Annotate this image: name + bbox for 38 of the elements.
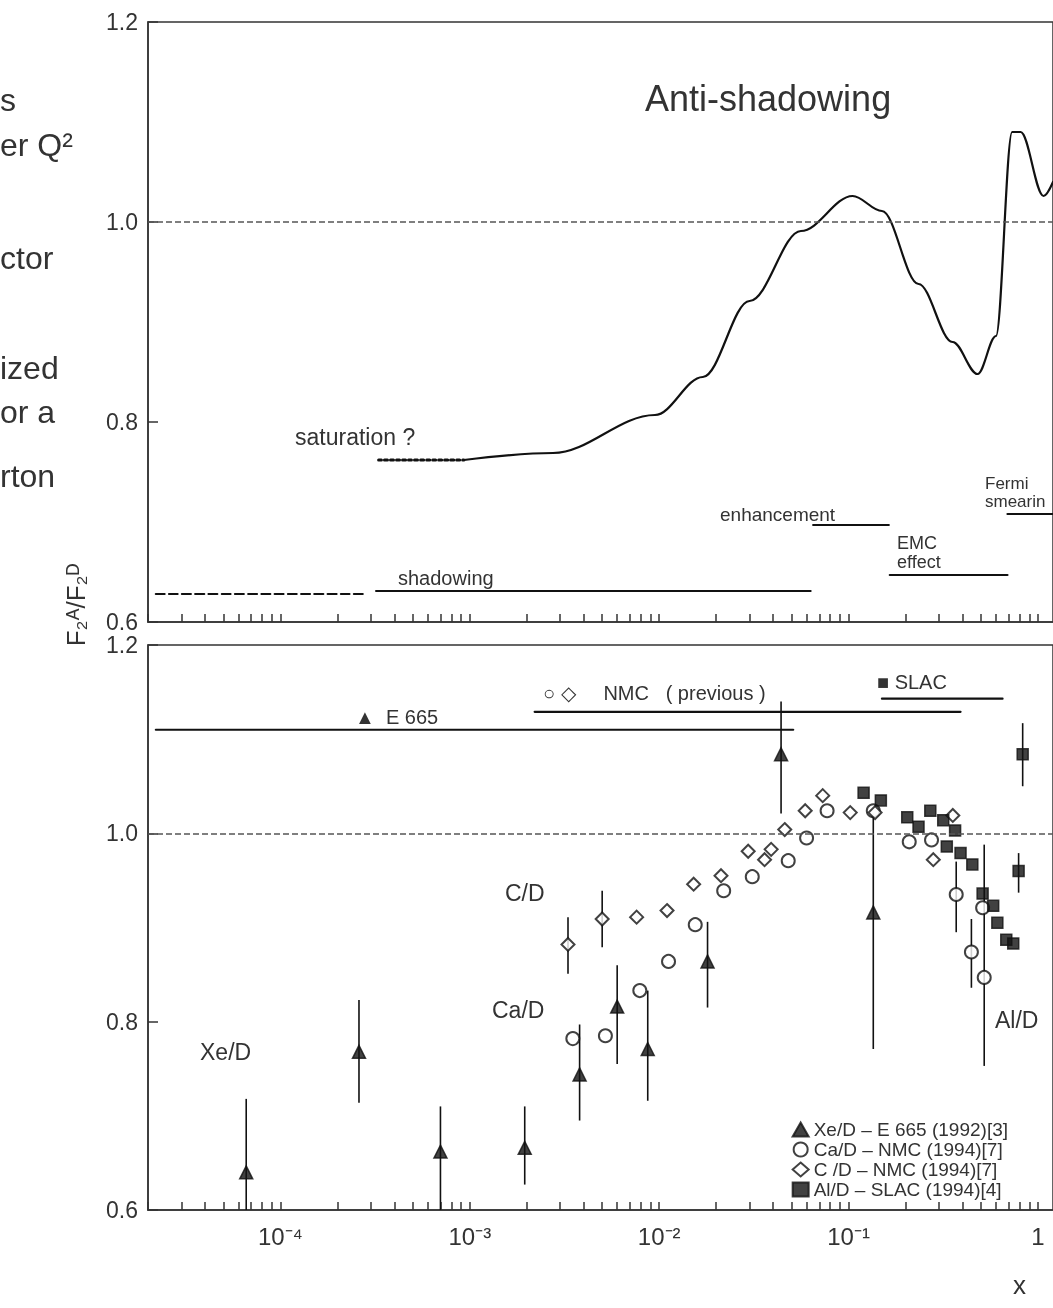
text: ctor	[0, 240, 54, 276]
annotation: C/D	[505, 880, 545, 906]
y-tick-label: 1.2	[106, 9, 138, 35]
annotation: ▲ E 665	[355, 706, 439, 728]
x-tick-label: 10⁻²	[637, 1222, 681, 1250]
x-axis-title: x	[1013, 1270, 1026, 1300]
text: rton	[0, 458, 56, 494]
y-axis-title: F₂ᴬ/F₂ᴰ	[61, 563, 91, 647]
text: ized	[0, 350, 59, 386]
y-tick-label: 1.0	[106, 209, 138, 235]
y-tick-label: 0.6	[106, 609, 138, 635]
annotation: Xe/D	[200, 1039, 252, 1065]
annotation: ○ ◇ NMC ( previous )	[543, 682, 766, 704]
annotation: shadowing	[398, 567, 494, 589]
legend-label: Xe/D – E 665 (1992)[3]	[813, 1119, 1008, 1140]
text: or a	[0, 394, 56, 430]
annotation: Al/D	[995, 1007, 1039, 1033]
annotation: ■ SLAC	[877, 671, 947, 693]
x-tick-label: 10⁻¹	[827, 1222, 870, 1250]
annotation: saturation ?	[295, 424, 416, 450]
x-tick-label: 10⁻³	[448, 1222, 492, 1250]
x-tick-label: 1	[1031, 1222, 1045, 1250]
legend-label: C /D – NMC (1994)[7]	[813, 1159, 998, 1180]
y-tick-label: 0.8	[106, 1008, 138, 1035]
annotation: Fermi smearin	[985, 473, 1046, 511]
annotation: Ca/D	[492, 997, 545, 1023]
annotation: EMC effect	[897, 532, 941, 572]
y-tick-label: 1.2	[106, 632, 138, 658]
x-tick-label: 10⁻⁴	[257, 1222, 303, 1250]
legend-label: Al/D – SLAC (1994)[4]	[813, 1179, 1002, 1200]
text: s	[0, 82, 16, 118]
y-tick-label: 0.8	[106, 409, 138, 435]
y-tick-label: 1.0	[106, 820, 138, 847]
y-tick-label: 0.6	[106, 1197, 138, 1223]
legend-label: Ca/D – NMC (1994)[7]	[813, 1139, 1003, 1160]
annotation: Anti-shadowing	[645, 77, 892, 119]
annotation: enhancement	[720, 503, 836, 525]
text: er Q²	[0, 127, 74, 163]
